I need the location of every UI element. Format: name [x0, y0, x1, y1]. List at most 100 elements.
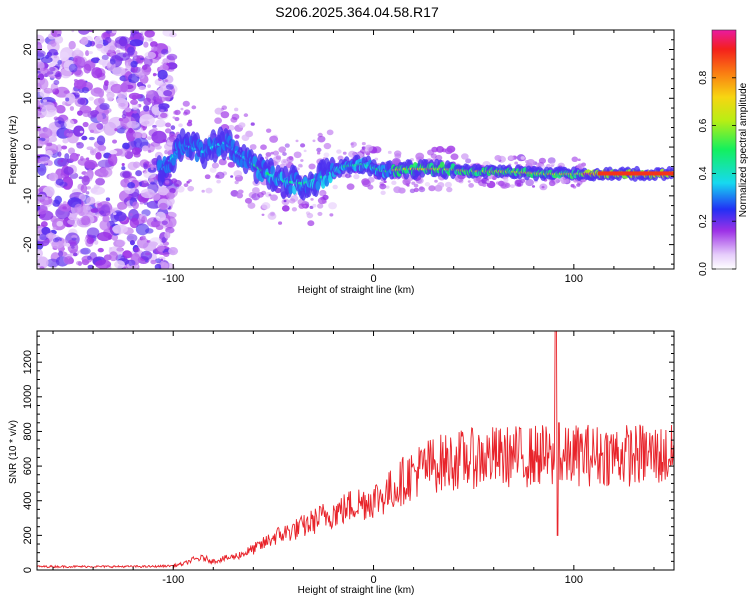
- heatmap-blob: [310, 198, 314, 201]
- heatmap-blob: [275, 155, 282, 160]
- heatmap-blob: [44, 197, 49, 201]
- heatmap-blob: [174, 116, 180, 122]
- heatmap-blob: [95, 43, 103, 49]
- heatmap-blob: [515, 179, 521, 185]
- spectrogram-y-axis-label: Frequency (Hz): [8, 116, 19, 185]
- heatmap-blob: [486, 180, 491, 184]
- heatmap-blob: [129, 217, 140, 229]
- y-tick-label: 1200: [22, 350, 34, 374]
- heatmap-blob: [298, 163, 303, 168]
- heatmap-blob: [143, 105, 150, 112]
- heatmap-blob: [121, 162, 125, 167]
- heatmap-blob: [328, 202, 337, 210]
- heatmap-blob: [144, 51, 156, 60]
- heatmap-blob: [47, 109, 56, 115]
- heatmap-blob: [413, 187, 419, 193]
- colorbar-ticks: 0.0 0.2 0.4 0.6 0.8: [698, 70, 736, 276]
- heatmap-blob: [282, 152, 287, 157]
- heatmap-blob: [419, 186, 424, 191]
- heatmap-blob: [78, 176, 83, 180]
- heatmap-blob: [316, 151, 321, 155]
- heatmap-blob: [465, 158, 472, 164]
- y-tick-label: -10: [22, 188, 34, 204]
- heatmap-blob: [186, 121, 193, 127]
- y-tick-label: 1000: [22, 385, 34, 409]
- heatmap-blob: [57, 157, 70, 167]
- heatmap-blob: [548, 180, 556, 187]
- heatmap-blob: [37, 163, 47, 176]
- heatmap-blob: [227, 161, 235, 168]
- heatmap-blob: [77, 97, 86, 105]
- heatmap-blob: [37, 111, 41, 117]
- heatmap-blob: [379, 183, 387, 190]
- heatmap-blob: [59, 51, 69, 62]
- heatmap-blob: [147, 84, 151, 88]
- y-tick-label: 400: [22, 492, 34, 510]
- heatmap-blob: [317, 203, 324, 209]
- heatmap-blob: [231, 113, 240, 120]
- heatmap-ridge-band: [597, 171, 674, 176]
- x-tick-label: 0: [370, 574, 376, 586]
- heatmap-blob: [234, 134, 240, 139]
- heatmap-blob: [105, 30, 113, 34]
- heatmap-blob: [576, 183, 581, 187]
- heatmap-blob: [169, 187, 176, 194]
- heatmap-blob: [154, 258, 162, 264]
- heatmap-blob: [81, 175, 90, 186]
- heatmap-blob: [160, 258, 164, 261]
- heatmap-blob: [42, 99, 48, 103]
- heatmap-blob: [106, 94, 114, 102]
- heatmap-blob: [111, 234, 119, 241]
- heatmap-blob: [114, 128, 118, 132]
- heatmap-blob: [112, 66, 126, 77]
- heatmap-blob: [221, 105, 228, 110]
- heatmap-blob: [230, 175, 234, 178]
- heatmap-blob: [265, 156, 269, 160]
- heatmap-blob: [127, 51, 134, 57]
- heatmap-blob: [160, 109, 164, 113]
- heatmap-blob: [85, 191, 90, 195]
- heatmap-blob: [91, 67, 103, 79]
- heatmap-blob: [446, 186, 453, 193]
- heatmap-blob: [218, 158, 227, 166]
- heatmap-blob: [214, 117, 223, 124]
- heatmap-blob: [467, 180, 471, 183]
- x-tick-label: 100: [565, 574, 583, 586]
- heatmap-blob: [37, 205, 41, 211]
- heatmap-blob: [234, 107, 239, 112]
- heatmap-blob: [303, 204, 307, 208]
- heatmap-blob: [165, 122, 172, 128]
- heatmap-blob: [37, 70, 41, 74]
- heatmap-blob: [46, 142, 53, 147]
- heatmap-blob: [450, 153, 459, 161]
- heatmap-blob: [62, 101, 67, 106]
- heatmap-blob: [48, 48, 58, 56]
- heatmap-blob: [161, 220, 168, 226]
- heatmap-blob: [57, 59, 62, 65]
- heatmap-blob: [317, 135, 326, 143]
- heatmap-blob: [161, 237, 166, 244]
- heatmap-blob: [323, 142, 332, 150]
- heatmap-ridge: [288, 184, 294, 195]
- heatmap-blob: [96, 135, 106, 146]
- heatmap-blob: [291, 207, 298, 212]
- heatmap-blob: [281, 205, 290, 212]
- heatmap-blob: [148, 241, 159, 247]
- heatmap-blob: [344, 173, 351, 179]
- heatmap-blob: [81, 87, 90, 94]
- heatmap-blob: [38, 156, 50, 165]
- y-tick-label: 0: [22, 567, 34, 573]
- heatmap-blob: [170, 125, 176, 131]
- heatmap-blob: [178, 123, 183, 128]
- heatmap-blob: [73, 79, 87, 90]
- heatmap-blob: [149, 192, 153, 195]
- heatmap-blob: [281, 158, 289, 166]
- heatmap-blob: [508, 155, 514, 161]
- heatmap-blob: [283, 199, 287, 203]
- heatmap-blob: [114, 260, 125, 269]
- heatmap-blob: [164, 128, 172, 134]
- heatmap-blob: [128, 127, 134, 134]
- heatmap-blob: [131, 147, 141, 155]
- heatmap-blob: [152, 72, 157, 77]
- heatmap-blob: [342, 151, 347, 155]
